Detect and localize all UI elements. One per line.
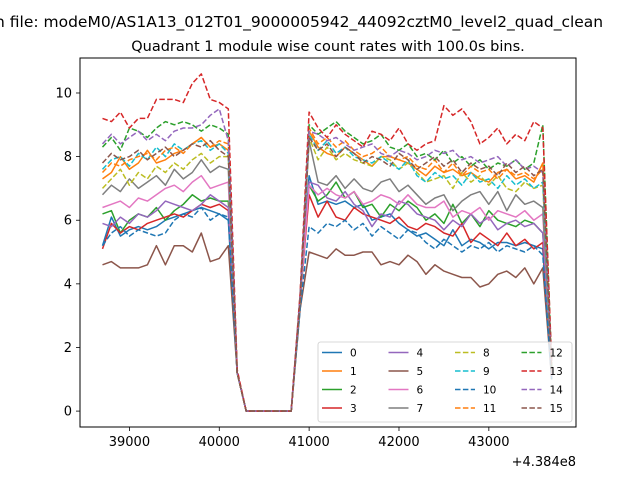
legend-label-7: 7	[417, 403, 424, 415]
y-tick-label: 0	[64, 405, 72, 420]
series-line-5	[102, 232, 553, 412]
legend-label-3: 3	[350, 403, 357, 415]
x-tick-label: 39000	[109, 435, 150, 450]
chart-title: Quadrant 1 module wise count rates with …	[131, 39, 525, 55]
x-tick-label: 40000	[199, 435, 240, 450]
x-tick-label: 42000	[378, 435, 419, 450]
series-line-2	[102, 181, 553, 412]
y-tick-label: 8	[64, 150, 72, 165]
y-axis: 0 2 4 6 8 10	[55, 86, 80, 420]
series-line-13	[102, 73, 553, 412]
legend-label-2: 2	[350, 385, 357, 397]
legend-label-9: 9	[483, 366, 490, 378]
x-axis-offset-label: +4.384e8	[512, 455, 576, 470]
legend-frame	[317, 341, 573, 423]
legend-label-5: 5	[417, 366, 424, 378]
x-tick-label: 41000	[288, 435, 329, 450]
y-tick-label: 4	[64, 277, 72, 292]
series-line-3	[101, 194, 553, 412]
y-tick-label: 2	[64, 341, 72, 356]
series-line-14	[101, 108, 553, 412]
series-line-6	[102, 174, 553, 412]
legend-label-4: 4	[417, 348, 424, 360]
x-axis: 39000 40000 41000 42000 43000	[109, 427, 510, 450]
legend-label-14: 14	[550, 385, 564, 397]
series-line-7	[101, 139, 553, 412]
legend-label-6: 6	[417, 385, 424, 397]
y-tick-label: 10	[55, 86, 72, 101]
series-line-11	[101, 127, 553, 412]
series-line-10	[101, 206, 553, 412]
legend-label-11: 11	[483, 403, 496, 415]
series-layer	[101, 73, 553, 412]
figure-suptitle: n file: modeM0/AS1A13_012T01_9000005942_…	[0, 13, 603, 32]
legend-label-0: 0	[350, 348, 357, 360]
series-line-1	[102, 130, 553, 412]
legend-label-10: 10	[483, 385, 496, 397]
legend-label-15: 15	[550, 403, 563, 415]
y-tick-label: 6	[64, 214, 72, 229]
plot-frame	[79, 57, 577, 428]
legend-label-8: 8	[483, 348, 490, 360]
series-line-12	[101, 120, 553, 412]
legend-label-13: 13	[550, 366, 563, 378]
x-tick-label: 43000	[468, 435, 509, 450]
legend-label-12: 12	[550, 348, 563, 360]
series-line-4	[102, 181, 553, 412]
series-line-15	[101, 136, 553, 412]
legend-label-1: 1	[350, 366, 357, 378]
